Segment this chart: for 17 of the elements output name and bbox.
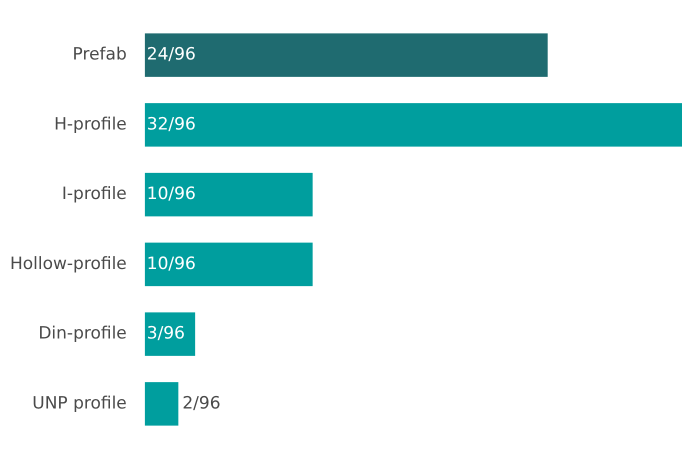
y-tick-label: Prefab (72, 44, 127, 65)
data-label: 2/96 (182, 393, 221, 414)
bar (144, 242, 313, 286)
data-label: 3/96 (146, 324, 185, 344)
data-label: 32/96 (146, 114, 196, 134)
y-tick-label: UNP profile (32, 393, 127, 414)
data-label: 10/96 (146, 254, 196, 274)
y-tick-label: Hollow-profile (10, 254, 127, 274)
y-tick-label: H-profile (54, 114, 127, 134)
bar (144, 172, 313, 216)
y-tick-label: I-profile (62, 184, 127, 204)
data-label: 10/96 (146, 184, 196, 204)
bar (144, 382, 178, 426)
data-label: 24/96 (146, 44, 196, 65)
y-tick-label: Din-profile (38, 324, 127, 344)
bar (144, 33, 548, 77)
bar (144, 103, 682, 147)
